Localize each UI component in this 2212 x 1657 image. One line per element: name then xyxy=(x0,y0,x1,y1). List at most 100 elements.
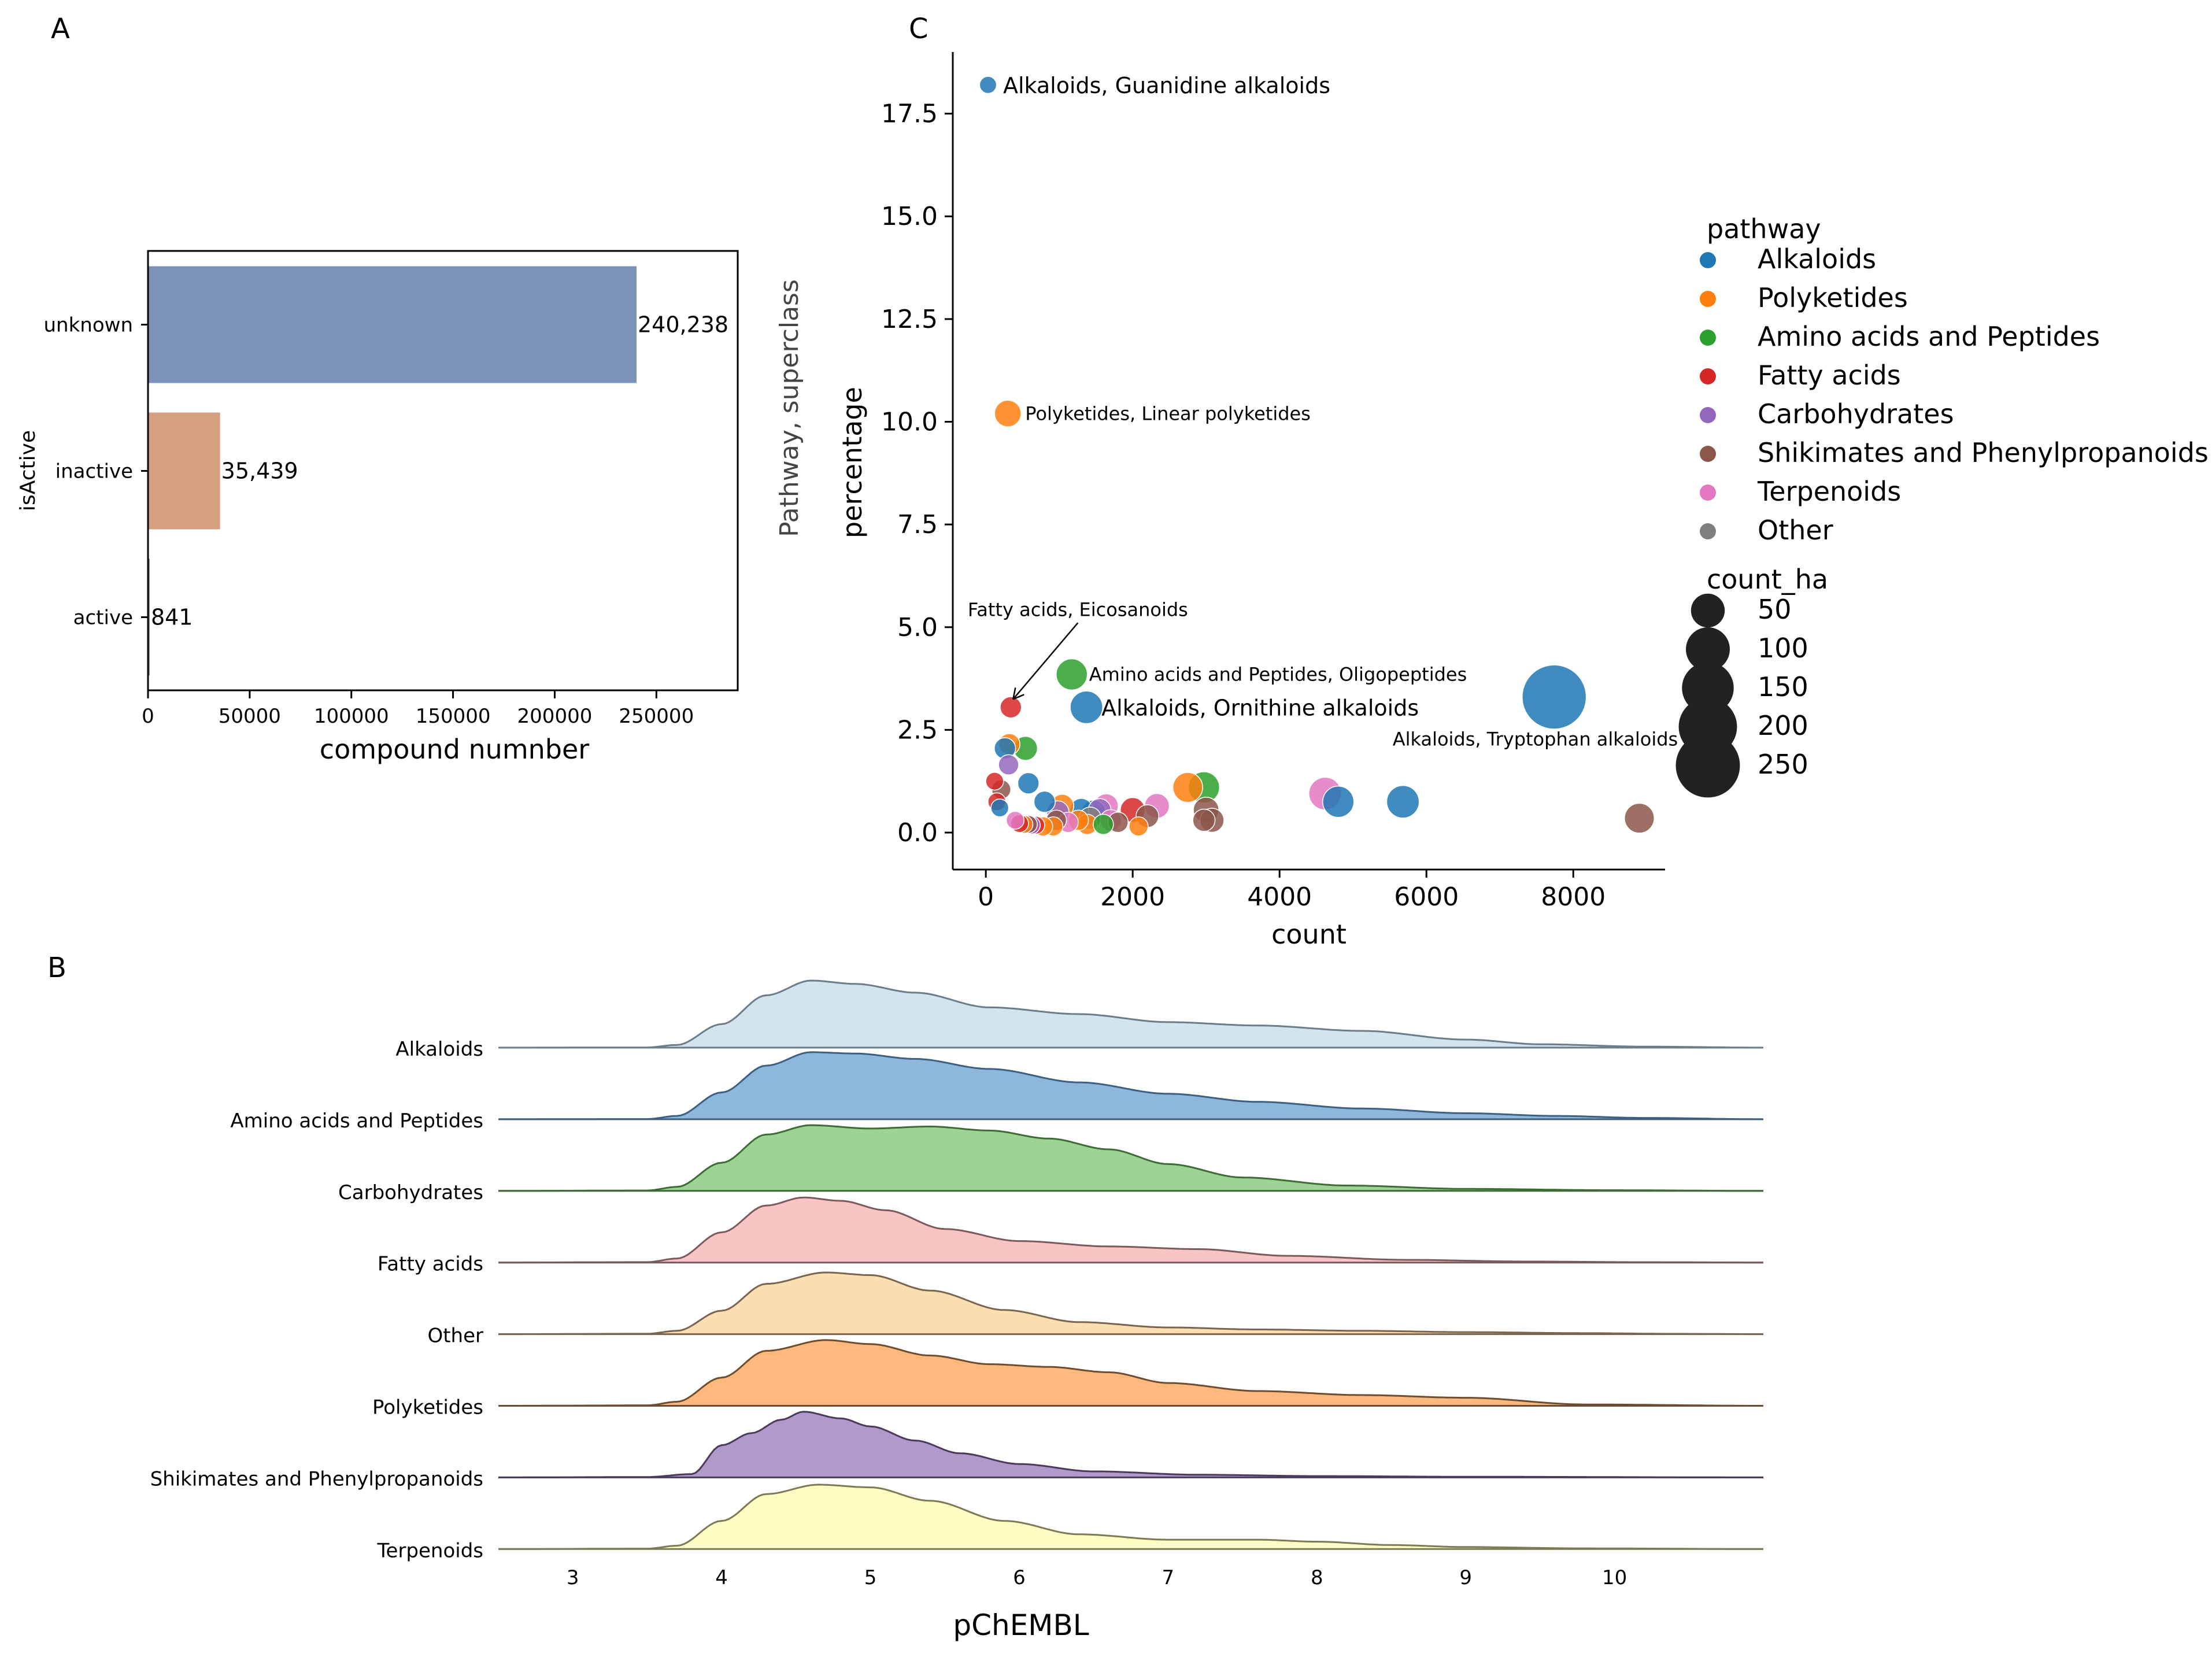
bar-value-label: 240,238 xyxy=(638,312,728,338)
legend-entry: Amino acids and Peptides xyxy=(1758,321,2100,352)
ridge-label: Alkaloids xyxy=(395,1038,483,1061)
point-amino-acids-and-peptides xyxy=(1056,658,1088,691)
point-polyketides xyxy=(994,400,1022,428)
ridge-label: Amino acids and Peptides xyxy=(230,1109,483,1133)
legend-swatch xyxy=(1700,368,1716,384)
point-alkaloids xyxy=(1322,786,1355,818)
x-tick-label: 100000 xyxy=(314,705,389,728)
panel-label-b: B xyxy=(47,952,66,984)
point-alkaloids xyxy=(1017,772,1040,794)
panel-label-c: C xyxy=(909,13,929,45)
point-annotation: Fatty acids, Eicosanoids xyxy=(968,598,1188,620)
y-tick-label: 2.5 xyxy=(897,715,938,745)
ridge-label: Terpenoids xyxy=(377,1539,483,1562)
point-alkaloids xyxy=(1033,790,1056,813)
ridge-line-carbohydrates xyxy=(498,1124,1763,1192)
y-tick-label: 7.5 xyxy=(897,510,938,539)
annotation-arrow-head xyxy=(1012,687,1024,700)
legend-entry: Alkaloids xyxy=(1758,243,1876,275)
ridgeline-chart-pchembl: Alkaloids Amino acids and Peptides Carbohy… xyxy=(150,979,1763,1642)
ridge-area-amino-acids-and-peptides xyxy=(498,1052,1763,1119)
bar-value-label: 841 xyxy=(151,605,193,630)
x-tick-label: 3 xyxy=(567,1566,579,1589)
point-annotation: Alkaloids, Ornithine alkaloids xyxy=(1101,695,1419,720)
point-fatty-acids xyxy=(985,772,1004,791)
legend-entry: Carbohydrates xyxy=(1758,398,1954,430)
point-alkaloids xyxy=(1386,785,1420,819)
legend-swatch xyxy=(1700,484,1716,501)
legend-size-label: 150 xyxy=(1758,671,1808,702)
point-shikimates-and-phenylpropanoids xyxy=(1624,802,1655,834)
legend-size-label: 250 xyxy=(1758,749,1808,780)
bar-value-label: 35,439 xyxy=(221,458,298,484)
x-tick-label: 5 xyxy=(864,1566,877,1589)
legend-swatch xyxy=(1700,523,1716,539)
point-annotation: Alkaloids, Guanidine alkaloids xyxy=(1003,73,1330,98)
x-tick-label: 50000 xyxy=(219,705,281,728)
ridge-line-amino-acids-and-peptides xyxy=(498,1051,1763,1120)
y-tick-label: 15.0 xyxy=(881,202,938,231)
point-annotation: Polyketides, Linear polyketides xyxy=(1025,402,1311,424)
x-tick-label: 6 xyxy=(1013,1566,1026,1589)
bar-inactive xyxy=(148,412,220,530)
x-tick-label: 150000 xyxy=(416,705,491,728)
point-alkaloids xyxy=(979,76,997,94)
x-tick-label: 9 xyxy=(1459,1566,1472,1589)
legend-size-label: 100 xyxy=(1758,633,1808,664)
bar-chart-is-active: 240,238 35,439 841 unknown inactive active 0… xyxy=(16,250,739,765)
legend-size-marker xyxy=(1691,593,1725,628)
y-tick-label: inactive xyxy=(56,460,133,483)
ridge-area-shikimates-and-phenylpropanoids xyxy=(498,1411,1763,1478)
ridge-label: Shikimates and Phenylpropanoids xyxy=(150,1467,483,1490)
legend-swatch xyxy=(1700,291,1716,307)
annotation-arrow-line xyxy=(1012,622,1079,700)
x-axis-label: compound numnber xyxy=(320,734,589,765)
x-tick-label: 6000 xyxy=(1394,882,1459,912)
legend-size-label: 200 xyxy=(1758,710,1808,741)
x-tick-label: 200000 xyxy=(517,705,593,728)
x-tick-label: 4000 xyxy=(1247,882,1312,912)
x-tick-label: 8 xyxy=(1311,1566,1323,1589)
point-polyketides xyxy=(1172,772,1203,803)
x-tick-label: 250000 xyxy=(619,705,694,728)
y-tick-label: 10.0 xyxy=(881,407,938,437)
x-axis-label: count xyxy=(1271,919,1347,950)
legend-entry: Other xyxy=(1758,515,1833,546)
point-alkaloids xyxy=(990,798,1009,818)
y-tick-label: 12.5 xyxy=(881,305,938,334)
ridge-line-other xyxy=(498,1271,1763,1336)
legend-hue-title: pathway xyxy=(1707,213,1821,245)
y-axis-label: isActive xyxy=(16,430,40,511)
y-tick-label: 0.0 xyxy=(897,818,938,848)
y-tick-label: active xyxy=(73,606,133,630)
y-tick-label: unknown xyxy=(44,314,134,337)
legend-entry: Shikimates and Phenylpropanoids xyxy=(1758,437,2209,468)
ridge-line-terpenoids xyxy=(498,1484,1763,1550)
legend-entry: Polyketides xyxy=(1758,282,1908,313)
legend-entry: Fatty acids xyxy=(1758,360,1901,391)
legend-size-title: count_ha xyxy=(1707,564,1828,595)
ridge-label: Carbohydrates xyxy=(338,1181,483,1204)
point-shikimates-and-phenylpropanoids xyxy=(1192,808,1216,832)
ridge-line-alkaloids xyxy=(498,979,1763,1049)
legend-swatch xyxy=(1700,252,1716,268)
ridge-area-carbohydrates xyxy=(498,1125,1763,1191)
ridge-line-polyketides xyxy=(498,1339,1763,1407)
legend-size-label: 50 xyxy=(1758,594,1792,625)
x-tick-label: 0 xyxy=(978,882,994,912)
x-tick-label: 0 xyxy=(142,705,154,728)
point-annotation: Alkaloids, Tryptophan alkaloids xyxy=(1393,728,1678,750)
y-tick-label: 5.0 xyxy=(897,613,938,642)
legend-entry: Terpenoids xyxy=(1757,476,1901,507)
ridge-line-fatty-acids xyxy=(498,1196,1763,1264)
bar-unknown xyxy=(148,266,637,383)
ridge-area-alkaloids xyxy=(498,981,1763,1048)
point-alkaloids xyxy=(1522,664,1587,730)
point-annotation: Amino acids and Peptides, Oligopeptides xyxy=(1089,663,1467,685)
x-tick-label: 4 xyxy=(715,1566,728,1589)
legend-size-marker xyxy=(1686,627,1730,671)
point-polyketides xyxy=(1129,816,1149,837)
point-amino-acids-and-peptides xyxy=(1093,813,1114,835)
point-carbohydrates xyxy=(998,754,1019,776)
